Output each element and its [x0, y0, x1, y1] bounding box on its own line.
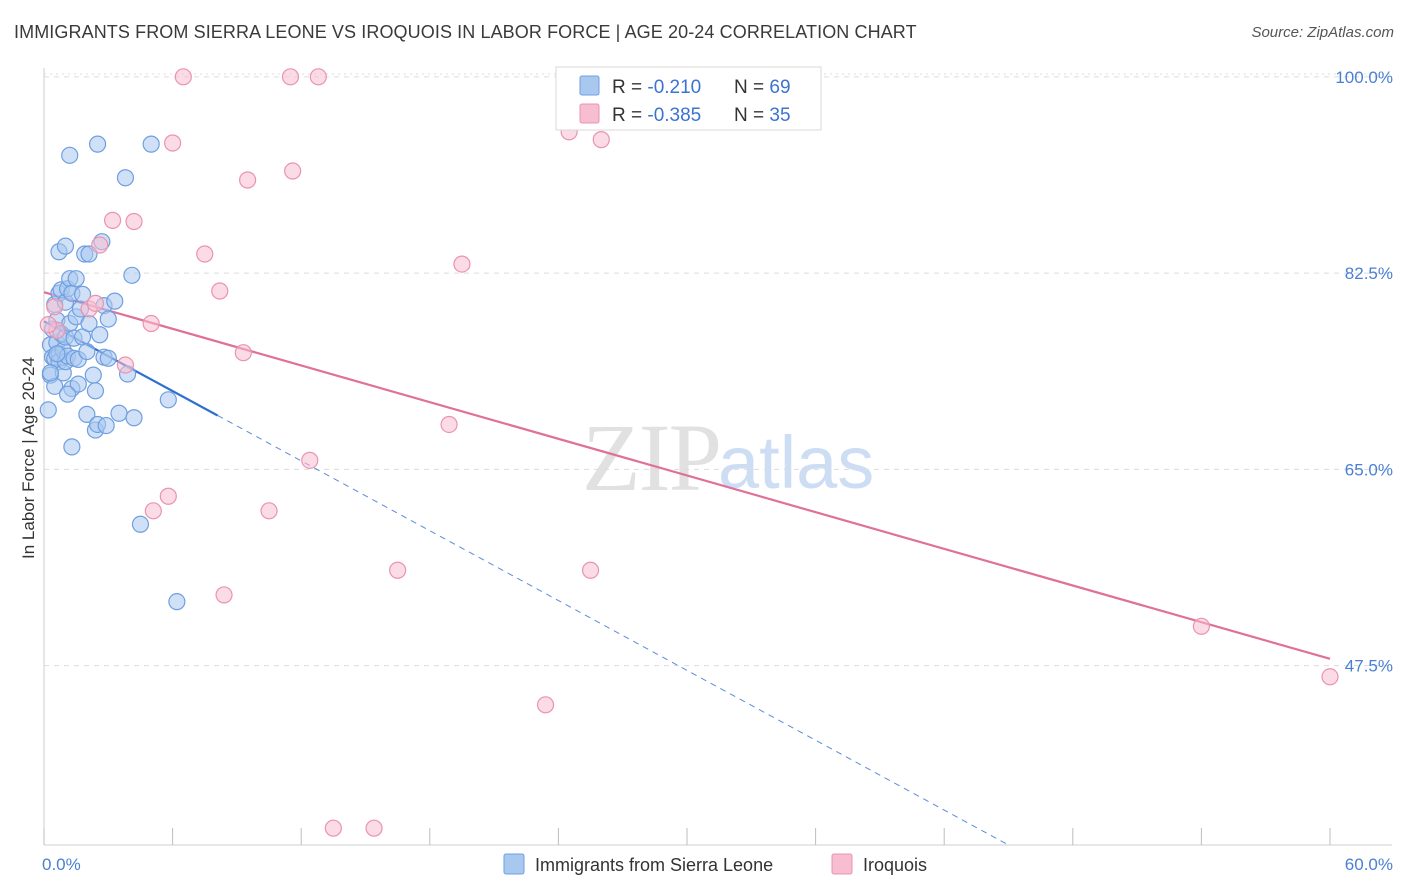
series-legend: Immigrants from Sierra Leone Iroquois [503, 853, 927, 875]
sierra-leone-point [142, 135, 160, 153]
sierra-leone-point [116, 169, 135, 187]
iroquois-point [284, 162, 302, 180]
data-points [39, 68, 1339, 837]
sierra-leone-point [159, 391, 177, 409]
legend-n-label-blue: N = [734, 77, 769, 98]
sierra-leone-point [56, 237, 75, 255]
y-tick-label: 82.5% [1345, 264, 1393, 283]
legend-n-value-blue: 69 [769, 77, 790, 98]
y-tick-label: 100.0% [1335, 68, 1393, 87]
sierra-leone-point [86, 382, 105, 400]
sierra-leone-point [97, 416, 115, 435]
bottom-legend-swatch-pink [831, 853, 853, 875]
iroquois-point [215, 586, 233, 604]
sierra-leone-point [67, 270, 85, 288]
svg-text:atlas: atlas [718, 421, 874, 504]
sierra-leone-point [99, 349, 117, 367]
sierra-leone-point [99, 310, 117, 328]
sierra-leone-trend-extension [217, 415, 1009, 846]
sierra-leone-point [125, 409, 143, 427]
iroquois-point [46, 298, 64, 316]
svg-text:R = -0.210: R = -0.210 [612, 77, 701, 98]
sierra-leone-point [58, 385, 77, 403]
iroquois-point [440, 415, 458, 434]
iroquois-point [453, 255, 471, 273]
sierra-leone-point [131, 515, 150, 533]
svg-text:N = 69: N = 69 [734, 77, 791, 98]
sierra-leone-point [78, 405, 96, 423]
legend-r-label-blue: R = [612, 77, 647, 98]
iroquois-point [239, 171, 257, 189]
y-axis-label: In Labor Force | Age 20-24 [19, 357, 38, 559]
iroquois-point [86, 294, 105, 312]
iroquois-point [581, 561, 600, 579]
iroquois-point [174, 68, 192, 86]
legend-r-value-pink: -0.385 [647, 105, 701, 126]
iroquois-point [39, 316, 57, 334]
iroquois-point [324, 819, 342, 837]
iroquois-point [301, 451, 319, 469]
iroquois-point [103, 211, 122, 229]
y-tick-label: 65.0% [1345, 460, 1393, 479]
iroquois-point [116, 356, 135, 374]
legend-n-label-pink: N = [734, 105, 769, 126]
sierra-leone-point [123, 266, 141, 284]
sierra-leone-point [69, 375, 87, 393]
bottom-legend-label-blue: Immigrants from Sierra Leone [535, 855, 773, 875]
legend-n-value-pink: 35 [769, 105, 790, 126]
iroquois-point [142, 314, 160, 333]
iroquois-point [1192, 617, 1211, 635]
sierra-leone-point [91, 326, 109, 344]
bottom-legend-label-pink: Iroquois [863, 855, 927, 875]
iroquois-point [260, 502, 278, 520]
iroquois-point [1321, 668, 1339, 686]
iroquois-point [164, 134, 182, 152]
sierra-leone-point [88, 135, 107, 153]
svg-text:N = 35: N = 35 [734, 105, 791, 126]
iroquois-trend-line [43, 291, 1331, 660]
legend-r-label-pink: R = [612, 105, 647, 126]
legend-r-value-blue: -0.210 [647, 77, 701, 98]
sierra-leone-point [84, 366, 102, 384]
sierra-leone-point [110, 404, 128, 422]
stats-legend: R = -0.210 N = 69 R = -0.385 N = 35 [555, 66, 822, 131]
sierra-leone-point [106, 292, 124, 310]
sierra-leone-point [78, 342, 96, 361]
iroquois-point [592, 131, 610, 149]
iroquois-point [536, 696, 555, 714]
grid-lines [44, 73, 1392, 667]
legend-swatch-pink [579, 103, 600, 124]
x-tick-label-min: 0.0% [42, 855, 81, 874]
chart-title: IMMIGRANTS FROM SIERRA LEONE VS IROQUOIS… [14, 22, 917, 42]
y-tick-label: 47.5% [1345, 657, 1393, 676]
iroquois-point [91, 236, 109, 254]
sierra-leone-point [63, 438, 81, 456]
svg-text:ZIP: ZIP [582, 404, 720, 511]
sierra-leone-point [41, 364, 60, 382]
x-tick-label-max: 60.0% [1345, 855, 1393, 874]
iroquois-point [144, 502, 162, 520]
iroquois-point [234, 344, 252, 362]
iroquois-point [365, 819, 383, 837]
iroquois-point [125, 212, 143, 231]
iroquois-point [309, 68, 327, 86]
iroquois-point [389, 561, 407, 579]
iroquois-point [281, 68, 300, 86]
sierra-leone-point [61, 146, 79, 164]
trend-lines [43, 291, 1331, 846]
legend-swatch-blue [579, 75, 600, 96]
iroquois-point [196, 245, 214, 263]
iroquois-point [159, 487, 177, 505]
sierra-leone-point [39, 401, 57, 419]
sierra-leone-point [48, 345, 66, 363]
watermark: ZIP atlas [582, 404, 874, 511]
source-label: Source: ZipAtlas.com [1251, 24, 1394, 41]
sierra-leone-point [168, 593, 186, 611]
svg-text:R = -0.385: R = -0.385 [612, 105, 701, 126]
bottom-legend-swatch-blue [503, 853, 525, 875]
axes: 47.5% 65.0% 82.5% 100.0% [43, 68, 1393, 846]
sierra-leone-point [73, 285, 92, 303]
iroquois-point [211, 282, 229, 300]
